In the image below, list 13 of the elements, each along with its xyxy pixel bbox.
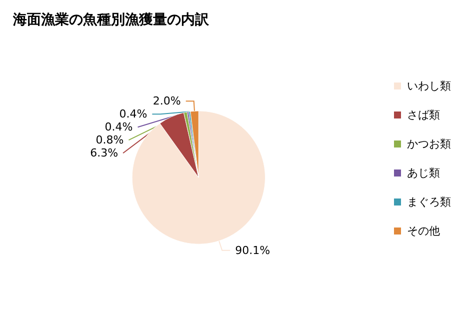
data-label: 0.4%	[119, 108, 148, 121]
data-label: 0.8%	[96, 134, 124, 147]
legend-label: あじ類	[407, 166, 440, 180]
legend-label: かつお類	[407, 138, 451, 150]
data-label: 2.0%	[152, 94, 181, 108]
data-label: 90.1%	[235, 244, 270, 257]
legend-label: いわし類	[407, 80, 451, 92]
legend-label: まぐろ類	[407, 196, 451, 208]
data-label: 0.4%	[104, 120, 133, 134]
chart-title: 海面漁業の魚種別漁獲量の内訳	[12, 12, 210, 28]
legend-label: その他	[407, 224, 440, 238]
data-label: 6.3%	[90, 146, 118, 160]
legend-label: さば類	[407, 108, 440, 122]
